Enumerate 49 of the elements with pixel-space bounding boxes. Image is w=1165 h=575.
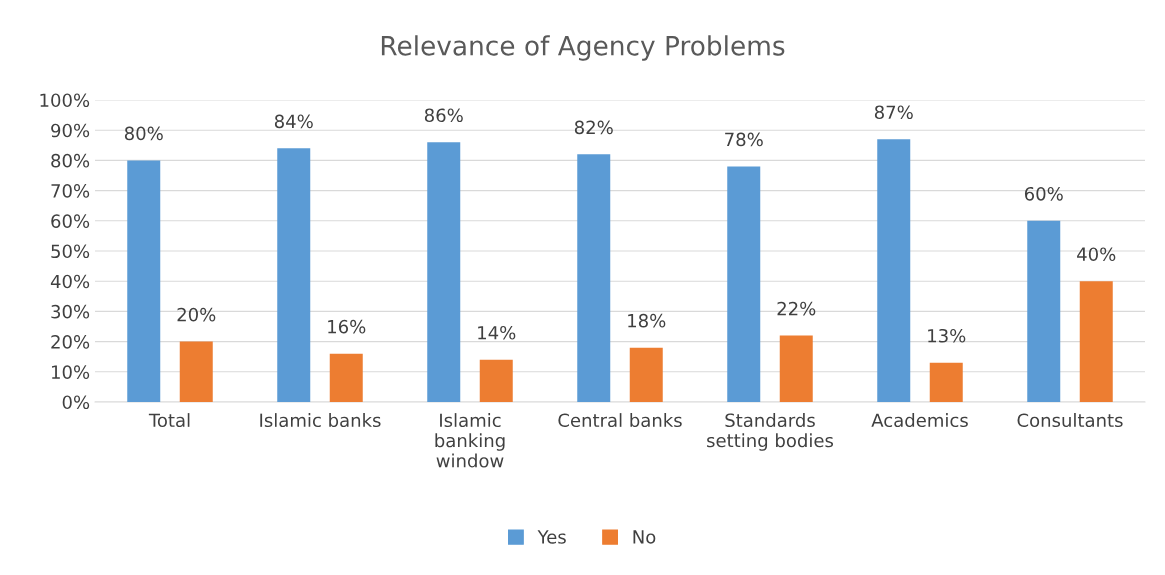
data-label: 87% xyxy=(874,105,913,120)
y-tick-label: 90% xyxy=(51,123,90,138)
y-tick-label: 30% xyxy=(51,304,90,319)
data-label: 13% xyxy=(928,328,966,343)
chart-title: Relevance of Agency Problems xyxy=(381,35,785,61)
data-label: 20% xyxy=(177,307,216,322)
data-label: 18% xyxy=(628,313,666,328)
bar xyxy=(727,166,761,402)
bar xyxy=(479,359,513,402)
y-tick-label: 100% xyxy=(40,93,90,108)
bar xyxy=(929,362,963,402)
y-tick-label: 40% xyxy=(50,274,90,289)
bar xyxy=(179,341,213,402)
bar xyxy=(427,142,461,402)
data-label: 86% xyxy=(424,108,463,123)
bar xyxy=(779,335,813,402)
data-label: 40% xyxy=(1077,247,1116,262)
bar xyxy=(127,160,161,402)
y-tick-label: 80% xyxy=(51,153,90,168)
data-label: 82% xyxy=(574,120,613,135)
data-label: 16% xyxy=(328,319,366,334)
bar xyxy=(877,139,911,402)
data-label: 78% xyxy=(725,132,763,147)
bar xyxy=(329,353,363,402)
y-tick-label: 10% xyxy=(51,365,90,379)
y-tick-label: 20% xyxy=(51,335,90,349)
x-tick-label: Islamic banks xyxy=(260,413,381,428)
data-label: 80% xyxy=(124,126,163,141)
x-tick-label: Consultants xyxy=(1017,413,1123,428)
y-tick-label: 60% xyxy=(51,214,90,228)
y-tick-label: 0% xyxy=(62,395,90,410)
legend-label: No xyxy=(633,530,656,544)
data-label: 22% xyxy=(777,301,816,316)
data-label: 84% xyxy=(274,114,313,129)
x-tick-label: Islamic banking window xyxy=(435,413,505,468)
x-tick-label: Academics xyxy=(871,413,968,428)
y-tick-label: 70% xyxy=(51,184,90,198)
x-tick-label: Standards setting bodies xyxy=(707,413,834,451)
legend-label: Yes xyxy=(537,530,566,544)
bar xyxy=(1027,220,1061,402)
data-label: 60% xyxy=(1024,186,1063,201)
bar xyxy=(277,148,311,402)
bar xyxy=(629,347,663,402)
bar xyxy=(577,154,611,402)
y-tick-label: 50% xyxy=(51,244,90,259)
x-tick-label: Central banks xyxy=(558,413,682,428)
x-tick-label: Total xyxy=(148,413,190,428)
data-label: 14% xyxy=(478,325,516,340)
bar xyxy=(1079,281,1113,402)
